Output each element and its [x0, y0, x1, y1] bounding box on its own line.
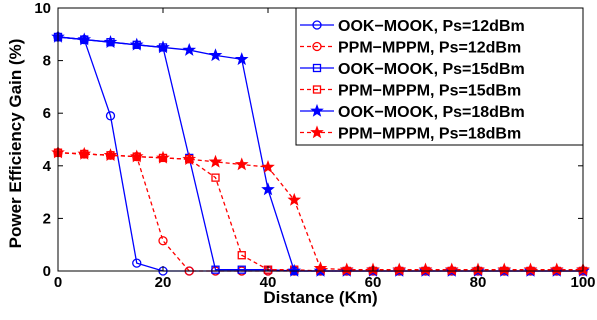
- data-point: [287, 263, 302, 277]
- data-point: [182, 152, 197, 166]
- data-point: [234, 52, 249, 66]
- legend-label: PPM−MPPM, Ps=18dBm: [338, 126, 521, 143]
- y-axis-label: Power Efficiency Gain (%): [6, 39, 25, 249]
- data-point: [523, 262, 538, 276]
- data-point: [237, 251, 246, 260]
- legend: OOK−MOOK, Ps=12dBm PPM−MPPM, Ps=12dBm OOK−…: [295, 7, 584, 146]
- data-point: [497, 262, 512, 276]
- legend-label: PPM−MPPM, Ps=12dBm: [338, 40, 521, 57]
- data-point: [418, 262, 433, 276]
- x-tick-label: 20: [155, 274, 172, 291]
- series-line: [57, 152, 583, 271]
- data-point: [312, 85, 322, 94]
- data-point: [287, 192, 302, 206]
- data-point: [261, 182, 275, 196]
- x-tick-label: 60: [365, 274, 382, 291]
- series-4: [53, 148, 588, 276]
- data-point: [103, 148, 118, 162]
- x-tick-label: 80: [470, 274, 487, 291]
- data-point: [77, 146, 92, 160]
- data-point: [129, 149, 144, 163]
- legend-label: OOK−MOOK, Ps=15dBm: [338, 61, 525, 78]
- y-tick-label: 10: [34, 0, 51, 17]
- y-tick-label: 6: [43, 105, 51, 122]
- data-point: [312, 41, 322, 52]
- data-point: [339, 262, 354, 276]
- y-tick-label: 4: [43, 158, 52, 175]
- x-axis-label: Distance (Km): [263, 288, 377, 307]
- series-line: [57, 152, 583, 272]
- data-point: [208, 48, 223, 62]
- data-point: [208, 154, 223, 168]
- data-point: [211, 173, 220, 182]
- data-point: [105, 111, 116, 121]
- data-point: [310, 103, 324, 117]
- data-point: [237, 265, 246, 274]
- data-point: [132, 258, 142, 268]
- data-point: [549, 262, 564, 276]
- series-6: [51, 145, 590, 276]
- y-tick-label: 8: [43, 53, 51, 70]
- series-line: [57, 152, 583, 272]
- data-point: [158, 236, 168, 246]
- x-tick-label: 100: [570, 274, 595, 291]
- data-point: [392, 262, 407, 276]
- data-point: [77, 32, 92, 46]
- data-point: [156, 150, 170, 164]
- data-point: [129, 37, 144, 51]
- data-point: [444, 262, 459, 276]
- x-tick-label: 0: [54, 274, 62, 291]
- y-tick-label: 2: [43, 210, 51, 227]
- data-point: [261, 159, 275, 173]
- series-2: [53, 147, 588, 276]
- data-point: [211, 265, 220, 274]
- legend-label: OOK−MOOK, Ps=18dBm: [338, 104, 525, 121]
- data-point: [310, 125, 324, 139]
- y-tick-label: 0: [43, 263, 51, 280]
- data-point: [234, 157, 249, 171]
- legend-label: OOK−MOOK, Ps=12dBm: [338, 18, 525, 35]
- data-point: [103, 35, 118, 48]
- axis-ticks: 0 20 40 60 80 100 0 2 4 6 8 10: [34, 0, 595, 291]
- data-point: [156, 40, 170, 54]
- x-tick-label: 40: [260, 274, 277, 291]
- data-point: [312, 63, 322, 73]
- data-point: [312, 20, 322, 30]
- legend-label: PPM−MPPM, Ps=15dBm: [338, 83, 521, 100]
- data-point: [182, 42, 197, 56]
- legend-box: [295, 7, 584, 146]
